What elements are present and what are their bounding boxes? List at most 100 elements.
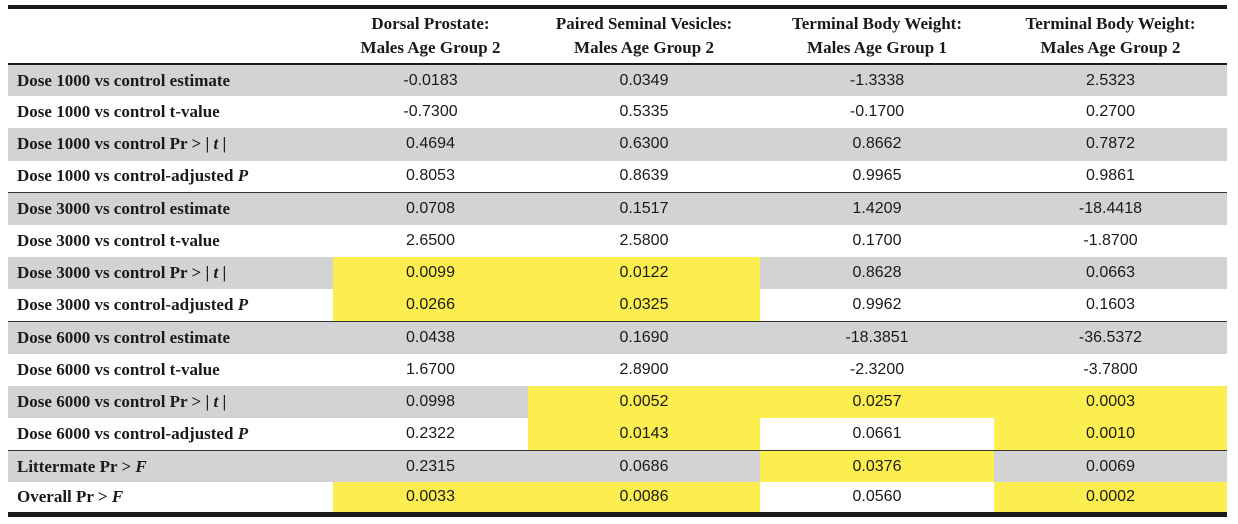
row-label-text: Dose 6000 vs control Pr > | bbox=[17, 391, 214, 411]
value-cell: 0.8639 bbox=[619, 167, 669, 185]
value-cell: 0.0663 bbox=[994, 257, 1227, 290]
column-header-1: Dorsal Prostate: Males Age Group 2 bbox=[333, 5, 528, 65]
value-cell: 0.0349 bbox=[528, 64, 760, 97]
header-row: Dorsal Prostate: Males Age Group 2 Paired … bbox=[8, 5, 1227, 65]
row-label-text: Dose 1000 vs control Pr > | bbox=[17, 134, 214, 154]
value-cell: 0.8053 bbox=[406, 167, 455, 185]
table-row: Dose 3000 vs control-adjusted P 0.0266 0.0… bbox=[8, 289, 1227, 322]
row-label: Dose 1000 vs control estimate bbox=[8, 64, 333, 97]
row-label-text: Dose 6000 vs control t-value bbox=[17, 359, 220, 379]
significant-value-cell: 0.0376 bbox=[760, 449, 994, 483]
table-row: Dose 1000 vs control estimate -0.0183 0.03… bbox=[8, 64, 1227, 97]
row-label: Dose 1000 vs control t-value bbox=[8, 96, 333, 128]
value-cell: -1.8700 bbox=[1083, 232, 1138, 250]
value-cell: -3.7800 bbox=[1083, 360, 1138, 378]
column-header-2: Paired Seminal Vesicles: Males Age Group … bbox=[528, 5, 760, 65]
row-label-text: F bbox=[135, 456, 147, 476]
value-cell: -1.3338 bbox=[760, 64, 994, 97]
row-label-text: Dose 3000 vs control-adjusted bbox=[17, 295, 238, 315]
significant-value-cell: 0.0122 bbox=[528, 257, 760, 290]
column-header-3: Terminal Body Weight: Males Age Group 1 bbox=[760, 5, 994, 65]
table-row: Overall Pr > F 0.0033 0.0086 0.0560 0.0002 bbox=[8, 482, 1227, 518]
table-header: Dorsal Prostate: Males Age Group 2 Paired … bbox=[8, 5, 1227, 65]
table-row: Dose 6000 vs control t-value 1.6700 2.8900… bbox=[8, 354, 1227, 386]
column-header-4: Terminal Body Weight: Males Age Group 2 bbox=[994, 5, 1227, 65]
row-label: Dose 6000 vs control t-value bbox=[8, 354, 333, 386]
row-label-text: t bbox=[213, 391, 219, 411]
row-label-text: Dose 3000 vs control estimate bbox=[17, 199, 231, 219]
row-label: Dose 1000 vs control Pr > | t | bbox=[8, 128, 333, 161]
significant-value-cell: 0.0052 bbox=[528, 385, 760, 419]
value-cell: 0.4694 bbox=[333, 128, 528, 161]
value-cell: 0.0661 bbox=[852, 424, 902, 442]
table-row: Dose 3000 vs control t-value 2.6500 2.5800… bbox=[8, 225, 1227, 257]
value-cell: 2.5800 bbox=[619, 232, 669, 250]
row-label: Dose 3000 vs control-adjusted P bbox=[8, 289, 333, 321]
table-row: Dose 3000 vs control estimate 0.0708 0.151… bbox=[8, 192, 1227, 225]
column-header-line: Dorsal Prostate: bbox=[371, 14, 490, 33]
value-cell: -2.3200 bbox=[849, 360, 905, 378]
row-label: Dose 3000 vs control t-value bbox=[8, 225, 333, 257]
table-body: Dose 1000 vs control estimate -0.0183 0.03… bbox=[8, 64, 1227, 518]
value-cell: -18.3851 bbox=[760, 320, 994, 354]
row-label-text: P bbox=[237, 166, 249, 186]
value-cell: 0.0069 bbox=[994, 449, 1227, 483]
row-label-text: | bbox=[218, 134, 227, 154]
row-label: Dose 6000 vs control estimate bbox=[8, 320, 333, 354]
value-cell: 2.5323 bbox=[994, 64, 1227, 97]
row-label-text: P bbox=[237, 423, 249, 443]
value-cell: -0.0183 bbox=[333, 64, 528, 97]
row-label-text: | bbox=[218, 263, 227, 283]
value-cell: 0.0708 bbox=[333, 192, 528, 225]
row-label: Dose 3000 vs control estimate bbox=[8, 192, 333, 225]
table-row: Dose 3000 vs control Pr > | t | 0.0099 0.0… bbox=[8, 257, 1227, 290]
row-label: Dose 1000 vs control-adjusted P bbox=[8, 161, 333, 193]
row-label-text: t bbox=[213, 263, 219, 283]
value-cell: -36.5372 bbox=[994, 320, 1227, 354]
value-cell: 1.6700 bbox=[406, 360, 455, 378]
table-row: Dose 1000 vs control t-value -0.7300 0.533… bbox=[8, 96, 1227, 128]
value-cell: 0.1700 bbox=[852, 232, 902, 250]
row-label-text: Dose 1000 vs control t-value bbox=[17, 102, 220, 122]
column-header-line: Males Age Group 1 bbox=[807, 38, 947, 57]
row-label-text: F bbox=[111, 487, 124, 507]
results-table: Dorsal Prostate: Males Age Group 2 Paired … bbox=[8, 5, 1227, 518]
significant-value-cell: 0.0325 bbox=[528, 289, 760, 322]
row-label-text: Dose 1000 vs control-adjusted bbox=[17, 166, 238, 186]
row-label-text: Dose 3000 vs control Pr > | bbox=[17, 263, 214, 283]
row-label: Overall Pr > F bbox=[8, 482, 333, 518]
value-cell: 0.1517 bbox=[528, 192, 760, 225]
row-label-text: Dose 1000 vs control estimate bbox=[17, 70, 231, 90]
significant-value-cell: 0.0099 bbox=[333, 257, 528, 290]
value-cell: 0.1603 bbox=[1086, 296, 1135, 314]
row-label-text: Overall Pr > bbox=[17, 487, 112, 507]
row-label-text: Dose 6000 vs control-adjusted bbox=[17, 423, 238, 443]
value-cell: 0.8628 bbox=[760, 257, 994, 290]
column-header-line: Males Age Group 2 bbox=[360, 38, 501, 57]
value-cell: 0.9962 bbox=[852, 296, 902, 314]
table-row: Dose 1000 vs control-adjusted P 0.8053 0.8… bbox=[8, 161, 1227, 193]
header-corner bbox=[8, 5, 333, 65]
row-label-text: | bbox=[218, 391, 227, 411]
value-cell: 0.9965 bbox=[852, 167, 902, 185]
value-cell: 0.0686 bbox=[528, 449, 760, 483]
value-cell: 0.1690 bbox=[528, 320, 760, 354]
significant-value-cell: 0.0010 bbox=[994, 418, 1227, 451]
value-cell: 0.9861 bbox=[1086, 167, 1135, 185]
significant-value-cell: 0.0002 bbox=[994, 482, 1227, 518]
column-header-line: Males Age Group 2 bbox=[574, 38, 714, 57]
value-cell: 2.8900 bbox=[619, 360, 669, 378]
value-cell: 2.6500 bbox=[406, 232, 455, 250]
significant-value-cell: 0.0257 bbox=[760, 385, 994, 419]
value-cell: -18.4418 bbox=[994, 192, 1227, 225]
value-cell: 0.5335 bbox=[619, 103, 669, 121]
significant-value-cell: 0.0086 bbox=[528, 482, 760, 518]
significant-value-cell: 0.0266 bbox=[333, 289, 528, 322]
value-cell: -0.1700 bbox=[849, 103, 905, 121]
value-cell: 0.0560 bbox=[760, 482, 994, 518]
value-cell: 0.7872 bbox=[994, 128, 1227, 161]
row-label: Dose 6000 vs control Pr > | t | bbox=[8, 385, 333, 419]
row-label-text: t bbox=[213, 134, 219, 154]
row-label-text: Dose 6000 vs control estimate bbox=[17, 327, 231, 347]
table-row: Dose 6000 vs control estimate 0.0438 0.169… bbox=[8, 320, 1227, 354]
